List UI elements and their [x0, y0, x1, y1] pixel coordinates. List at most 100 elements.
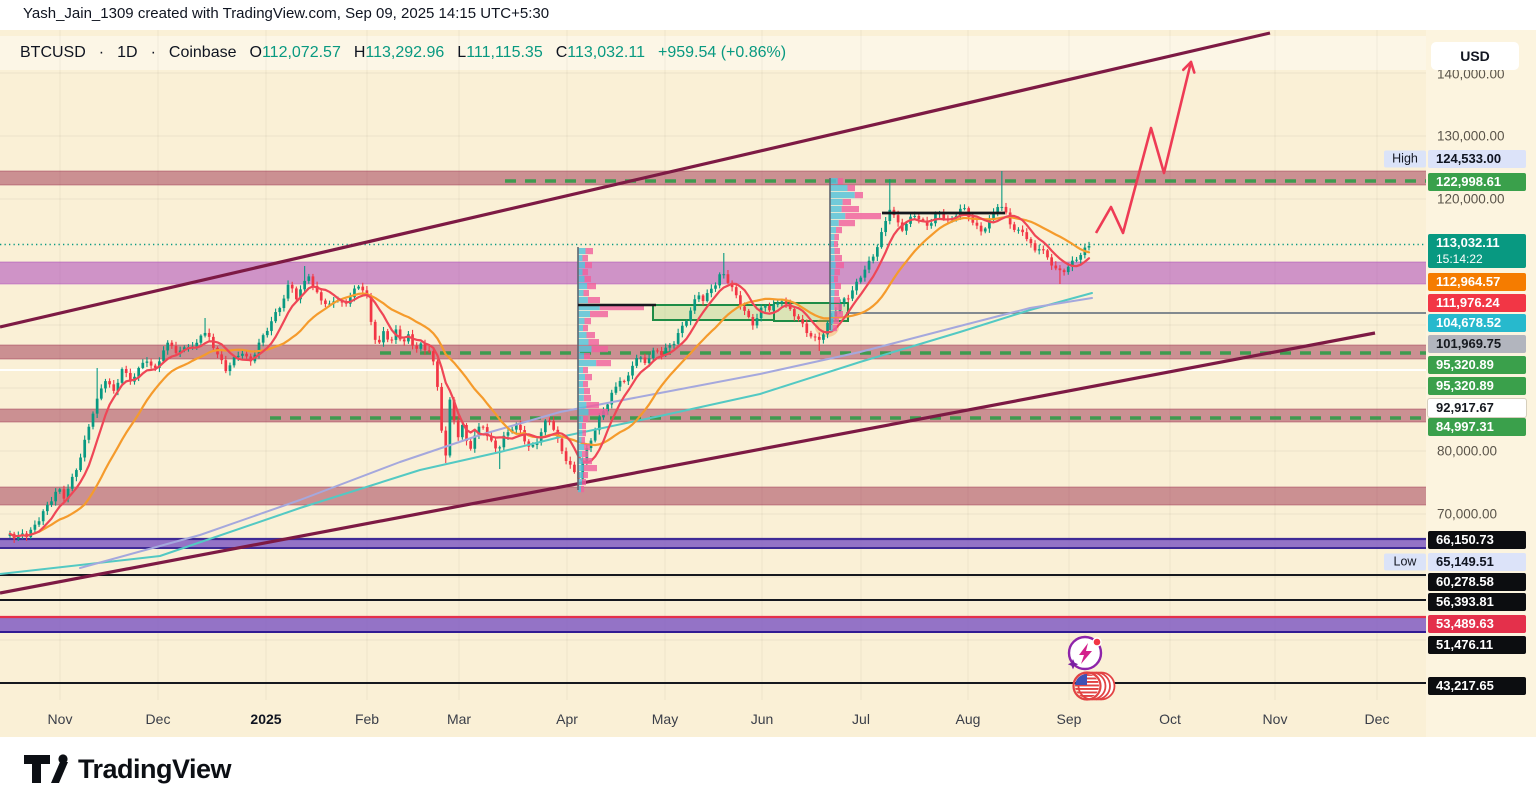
violet-zone-66k-band[interactable] [0, 539, 1426, 548]
candle-body [290, 284, 294, 289]
ma-fast-red[interactable] [8, 213, 1091, 538]
profile-bar-sell [837, 178, 843, 185]
profile-bar-sell [845, 213, 881, 220]
currency-toggle-button[interactable]: USD [1431, 42, 1519, 70]
zone-95k-band[interactable] [0, 345, 1426, 359]
projection-arrow[interactable] [1094, 61, 1193, 235]
ai-badge-icon[interactable] [1067, 635, 1103, 671]
candle-body [618, 380, 622, 387]
candle-body [245, 353, 248, 357]
candle-body [348, 297, 352, 304]
candle-body [274, 312, 277, 322]
profile-bar-sell [836, 227, 842, 234]
volume-profile[interactable] [577, 247, 656, 493]
candle-body [307, 276, 311, 281]
candle-body [855, 281, 858, 291]
channel-bottom-trendline[interactable] [0, 331, 1376, 595]
purple-zone-110k-band[interactable] [0, 262, 1426, 284]
profile-bar-buy [830, 220, 839, 227]
candle-body [373, 321, 377, 340]
profile-bar-buy [578, 248, 586, 255]
candle-body [929, 223, 933, 226]
volume-profile[interactable] [829, 178, 881, 332]
candle-body [656, 350, 659, 352]
candle-body [124, 369, 128, 373]
candle-body [83, 439, 87, 458]
profile-bar-buy [578, 409, 589, 416]
profile-bar-sell [582, 255, 588, 262]
profile-bar-buy [578, 339, 589, 346]
ma-xslow-lavender[interactable] [79, 297, 1093, 569]
candle-body [651, 350, 655, 359]
candle-body [880, 232, 883, 248]
profile-bar-buy [578, 395, 584, 402]
candle-body [568, 460, 572, 465]
candle-body [145, 361, 149, 363]
candle-body [257, 342, 261, 355]
profile-bar-buy [578, 304, 600, 311]
profile-bar-sell [583, 416, 588, 423]
candle-body [41, 511, 45, 522]
candle-body [905, 223, 908, 231]
candle-body [867, 260, 871, 270]
candle-body [485, 427, 489, 437]
candle-body [793, 309, 796, 317]
profile-bar-buy [578, 451, 582, 458]
candle-body [593, 430, 597, 441]
flag-coin-icon[interactable] [1072, 671, 1116, 701]
candle-body [423, 343, 427, 351]
candle-body [772, 304, 775, 311]
arrow-head [1181, 60, 1193, 72]
profile-bar-sell [847, 185, 855, 192]
supply-zone-123k-band[interactable] [0, 171, 1426, 185]
candle-body [70, 476, 74, 489]
violet-zone-53k-band[interactable] [0, 617, 1426, 632]
candle-body [79, 457, 82, 471]
candle-body [942, 213, 946, 220]
profile-bar-sell [585, 374, 592, 381]
profile-bar-buy [578, 325, 583, 332]
scale-background[interactable] [1426, 30, 1536, 737]
candle-body [730, 282, 734, 288]
profile-bar-sell [834, 248, 840, 255]
candle-body [195, 342, 199, 347]
candle-body [751, 317, 755, 326]
candle-body [498, 447, 502, 449]
profile-bar-buy [578, 430, 583, 437]
candle-body [1004, 206, 1008, 213]
candle-body [178, 350, 182, 353]
candle-body [697, 295, 701, 300]
profile-bar-sell [835, 262, 844, 269]
candle-body [846, 298, 850, 300]
channel-top-trendline[interactable] [0, 31, 1271, 329]
candle-body [75, 470, 78, 477]
profile-bar-buy [578, 444, 584, 451]
profile-bar-buy [830, 311, 835, 318]
profile-bar-buy [578, 402, 587, 409]
candle-body [270, 321, 273, 331]
profile-bar-buy [578, 318, 585, 325]
zone-85k-band[interactable] [0, 409, 1426, 422]
candle-body [116, 382, 120, 391]
candle-body [797, 316, 800, 320]
candle-body [129, 372, 132, 382]
profile-bar-buy [578, 479, 582, 486]
candle-body [718, 274, 721, 286]
zone-73k-band[interactable] [0, 487, 1426, 505]
candle-body [606, 404, 609, 412]
candle-body [996, 207, 1000, 213]
candle-body [888, 209, 892, 221]
candle-body [701, 295, 705, 302]
profile-bar-buy [830, 248, 835, 255]
tradingview-logo[interactable]: TradingView [22, 751, 232, 787]
candle-body [494, 440, 497, 449]
candle-body [639, 357, 643, 359]
profile-bar-sell [834, 297, 840, 304]
candle-body [199, 335, 203, 343]
candle-body [925, 220, 929, 226]
candle-body [822, 334, 825, 340]
candle-body [382, 331, 385, 343]
candle-body [158, 361, 161, 368]
